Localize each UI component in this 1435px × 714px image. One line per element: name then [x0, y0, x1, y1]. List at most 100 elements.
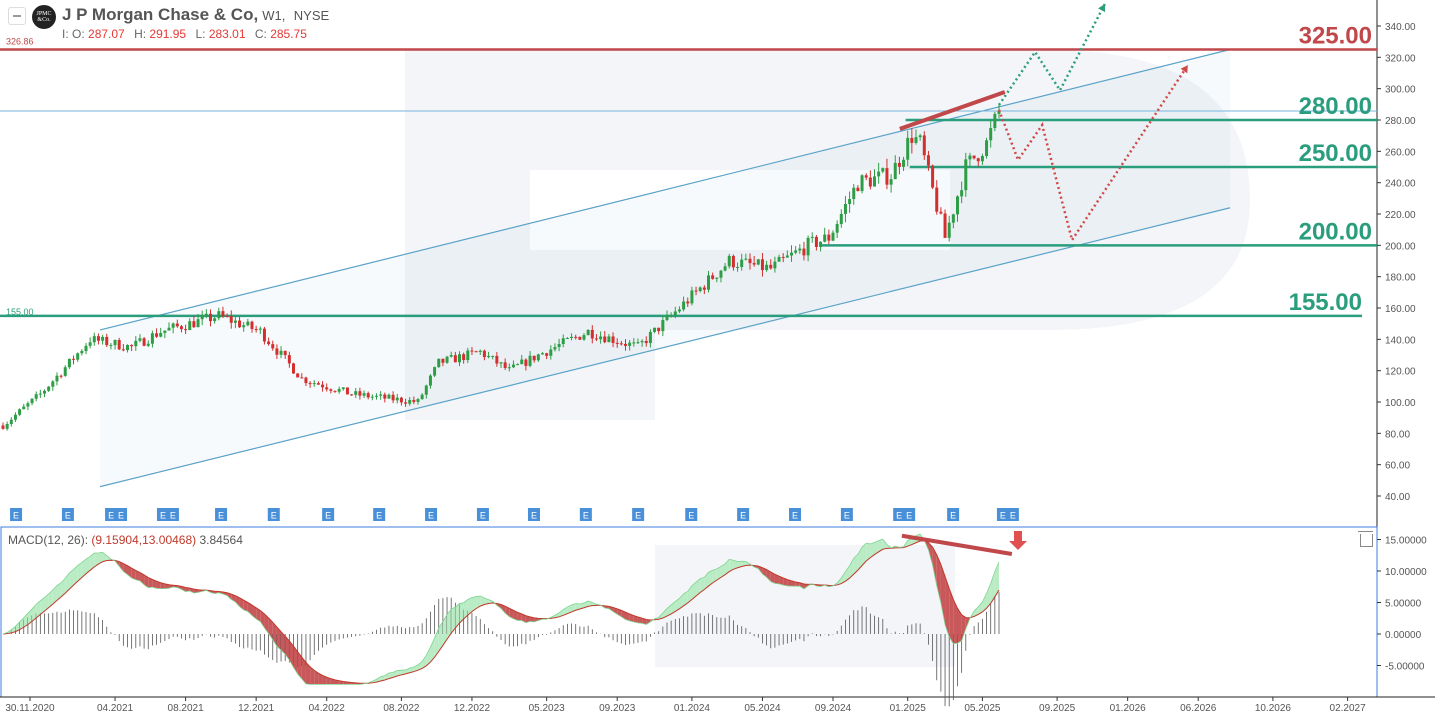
earnings-marker[interactable]: E [1006, 508, 1019, 521]
macd-fill-segment [272, 622, 277, 647]
earnings-marker[interactable]: E [789, 508, 802, 521]
macd-fill-segment [787, 579, 792, 587]
earnings-marker-badge[interactable] [840, 508, 853, 521]
price-divergence-line[interactable] [899, 90, 1006, 131]
earnings-marker-label: E [170, 511, 176, 521]
macd-fill-segment [953, 599, 958, 644]
earnings-marker-badge[interactable] [156, 508, 169, 521]
candle-body [856, 187, 860, 192]
earnings-marker-badge[interactable] [947, 508, 960, 521]
earnings-marker-badge[interactable] [476, 508, 489, 521]
channel-lower-line[interactable] [99, 207, 1231, 488]
earnings-marker-label: E [118, 511, 124, 521]
earnings-marker-badge[interactable] [632, 508, 645, 521]
candle-body [790, 252, 793, 256]
candle-body [586, 329, 590, 336]
earnings-marker-badge[interactable] [685, 508, 698, 521]
earnings-marker-badge[interactable] [105, 508, 118, 521]
macd-fill-segment [252, 605, 257, 619]
earnings-marker[interactable]: E [267, 508, 280, 521]
candle-body [88, 342, 92, 346]
earnings-marker-badge[interactable] [579, 508, 592, 521]
earnings-marker[interactable]: E [632, 508, 645, 521]
earnings-marker[interactable]: E [115, 508, 128, 521]
earnings-marker[interactable]: E [425, 508, 438, 521]
channel-upper-line[interactable] [99, 48, 1231, 331]
earnings-marker[interactable]: E [737, 508, 750, 521]
candle-body [275, 348, 279, 355]
candle-body [51, 381, 55, 387]
earnings-marker-badge[interactable] [373, 508, 386, 521]
macd-fill-segment [418, 661, 423, 671]
candle-body [528, 355, 532, 366]
earnings-marker-badge[interactable] [215, 508, 228, 521]
candle-body [935, 187, 939, 212]
earnings-marker-badge[interactable] [322, 508, 335, 521]
macd-fill-segment [766, 569, 771, 582]
earnings-marker[interactable]: E [840, 508, 853, 521]
earnings-marker-label: E [13, 511, 19, 521]
earnings-marker[interactable]: E [947, 508, 960, 521]
earnings-marker-badge[interactable] [115, 508, 128, 521]
earnings-marker[interactable]: E [579, 508, 592, 521]
candle-body [308, 383, 312, 385]
macd-fill-segment [11, 626, 16, 633]
earnings-marker-badge[interactable] [267, 508, 280, 521]
candle-body [9, 419, 13, 425]
earnings-marker-badge[interactable] [737, 508, 750, 521]
earnings-marker-label: E [65, 511, 71, 521]
macd-fill-segment [160, 582, 165, 589]
candle-body [677, 309, 681, 312]
forecast-bullish-path[interactable] [997, 3, 1106, 106]
price-tick-label: 120.00 [1385, 367, 1416, 378]
earnings-marker[interactable]: E [10, 508, 23, 521]
candle-body [520, 359, 524, 365]
macd-divergence-line[interactable] [901, 533, 1013, 556]
forecast-bearish-path[interactable] [997, 64, 1189, 244]
macd-fill-segment [65, 572, 70, 594]
earnings-marker-badge[interactable] [893, 508, 906, 521]
earnings-marker[interactable]: E [105, 508, 118, 521]
earnings-marker-label: E [271, 511, 277, 521]
macd-fill-segment [98, 552, 103, 565]
earnings-marker-badge[interactable] [996, 508, 1009, 521]
earnings-marker[interactable]: E [996, 508, 1009, 521]
time-tick-label: 10.2026 [1255, 703, 1292, 714]
time-tick-label: 05.2023 [529, 703, 566, 714]
macd-fill-segment [81, 559, 86, 578]
candle-body [968, 155, 972, 160]
earnings-marker-badge[interactable] [61, 508, 74, 521]
earnings-marker-badge[interactable] [527, 508, 540, 521]
earnings-marker[interactable]: E [166, 508, 179, 521]
macd-fill-segment [712, 568, 717, 583]
macd-fill-segment [708, 570, 713, 587]
earnings-marker[interactable]: E [476, 508, 489, 521]
candle-body [765, 264, 769, 271]
candle-body [80, 351, 84, 354]
earnings-marker[interactable]: E [903, 508, 916, 521]
earnings-marker[interactable]: E [685, 508, 698, 521]
earnings-marker[interactable]: E [61, 508, 74, 521]
candle-body [644, 340, 648, 344]
earnings-marker[interactable]: E [215, 508, 228, 521]
earnings-marker[interactable]: E [156, 508, 169, 521]
earnings-marker[interactable]: E [322, 508, 335, 521]
earnings-marker-badge[interactable] [425, 508, 438, 521]
earnings-marker[interactable]: E [893, 508, 906, 521]
earnings-marker[interactable]: E [527, 508, 540, 521]
earnings-marker-badge[interactable] [789, 508, 802, 521]
trash-icon[interactable] [1358, 531, 1373, 547]
earnings-marker-badge[interactable] [903, 508, 916, 521]
earnings-marker-badge[interactable] [10, 508, 23, 521]
candle-body [217, 311, 221, 319]
earnings-marker-badge[interactable] [1006, 508, 1019, 521]
earnings-marker-badge[interactable] [166, 508, 179, 521]
candle-body [379, 394, 383, 396]
close-value: 285.75 [270, 27, 307, 41]
high-value: 291.95 [149, 27, 187, 41]
collapse-button[interactable] [8, 7, 26, 25]
earnings-marker[interactable]: E [373, 508, 386, 521]
macd-fill-segment [488, 599, 493, 604]
macd-fill-segment [629, 613, 634, 622]
